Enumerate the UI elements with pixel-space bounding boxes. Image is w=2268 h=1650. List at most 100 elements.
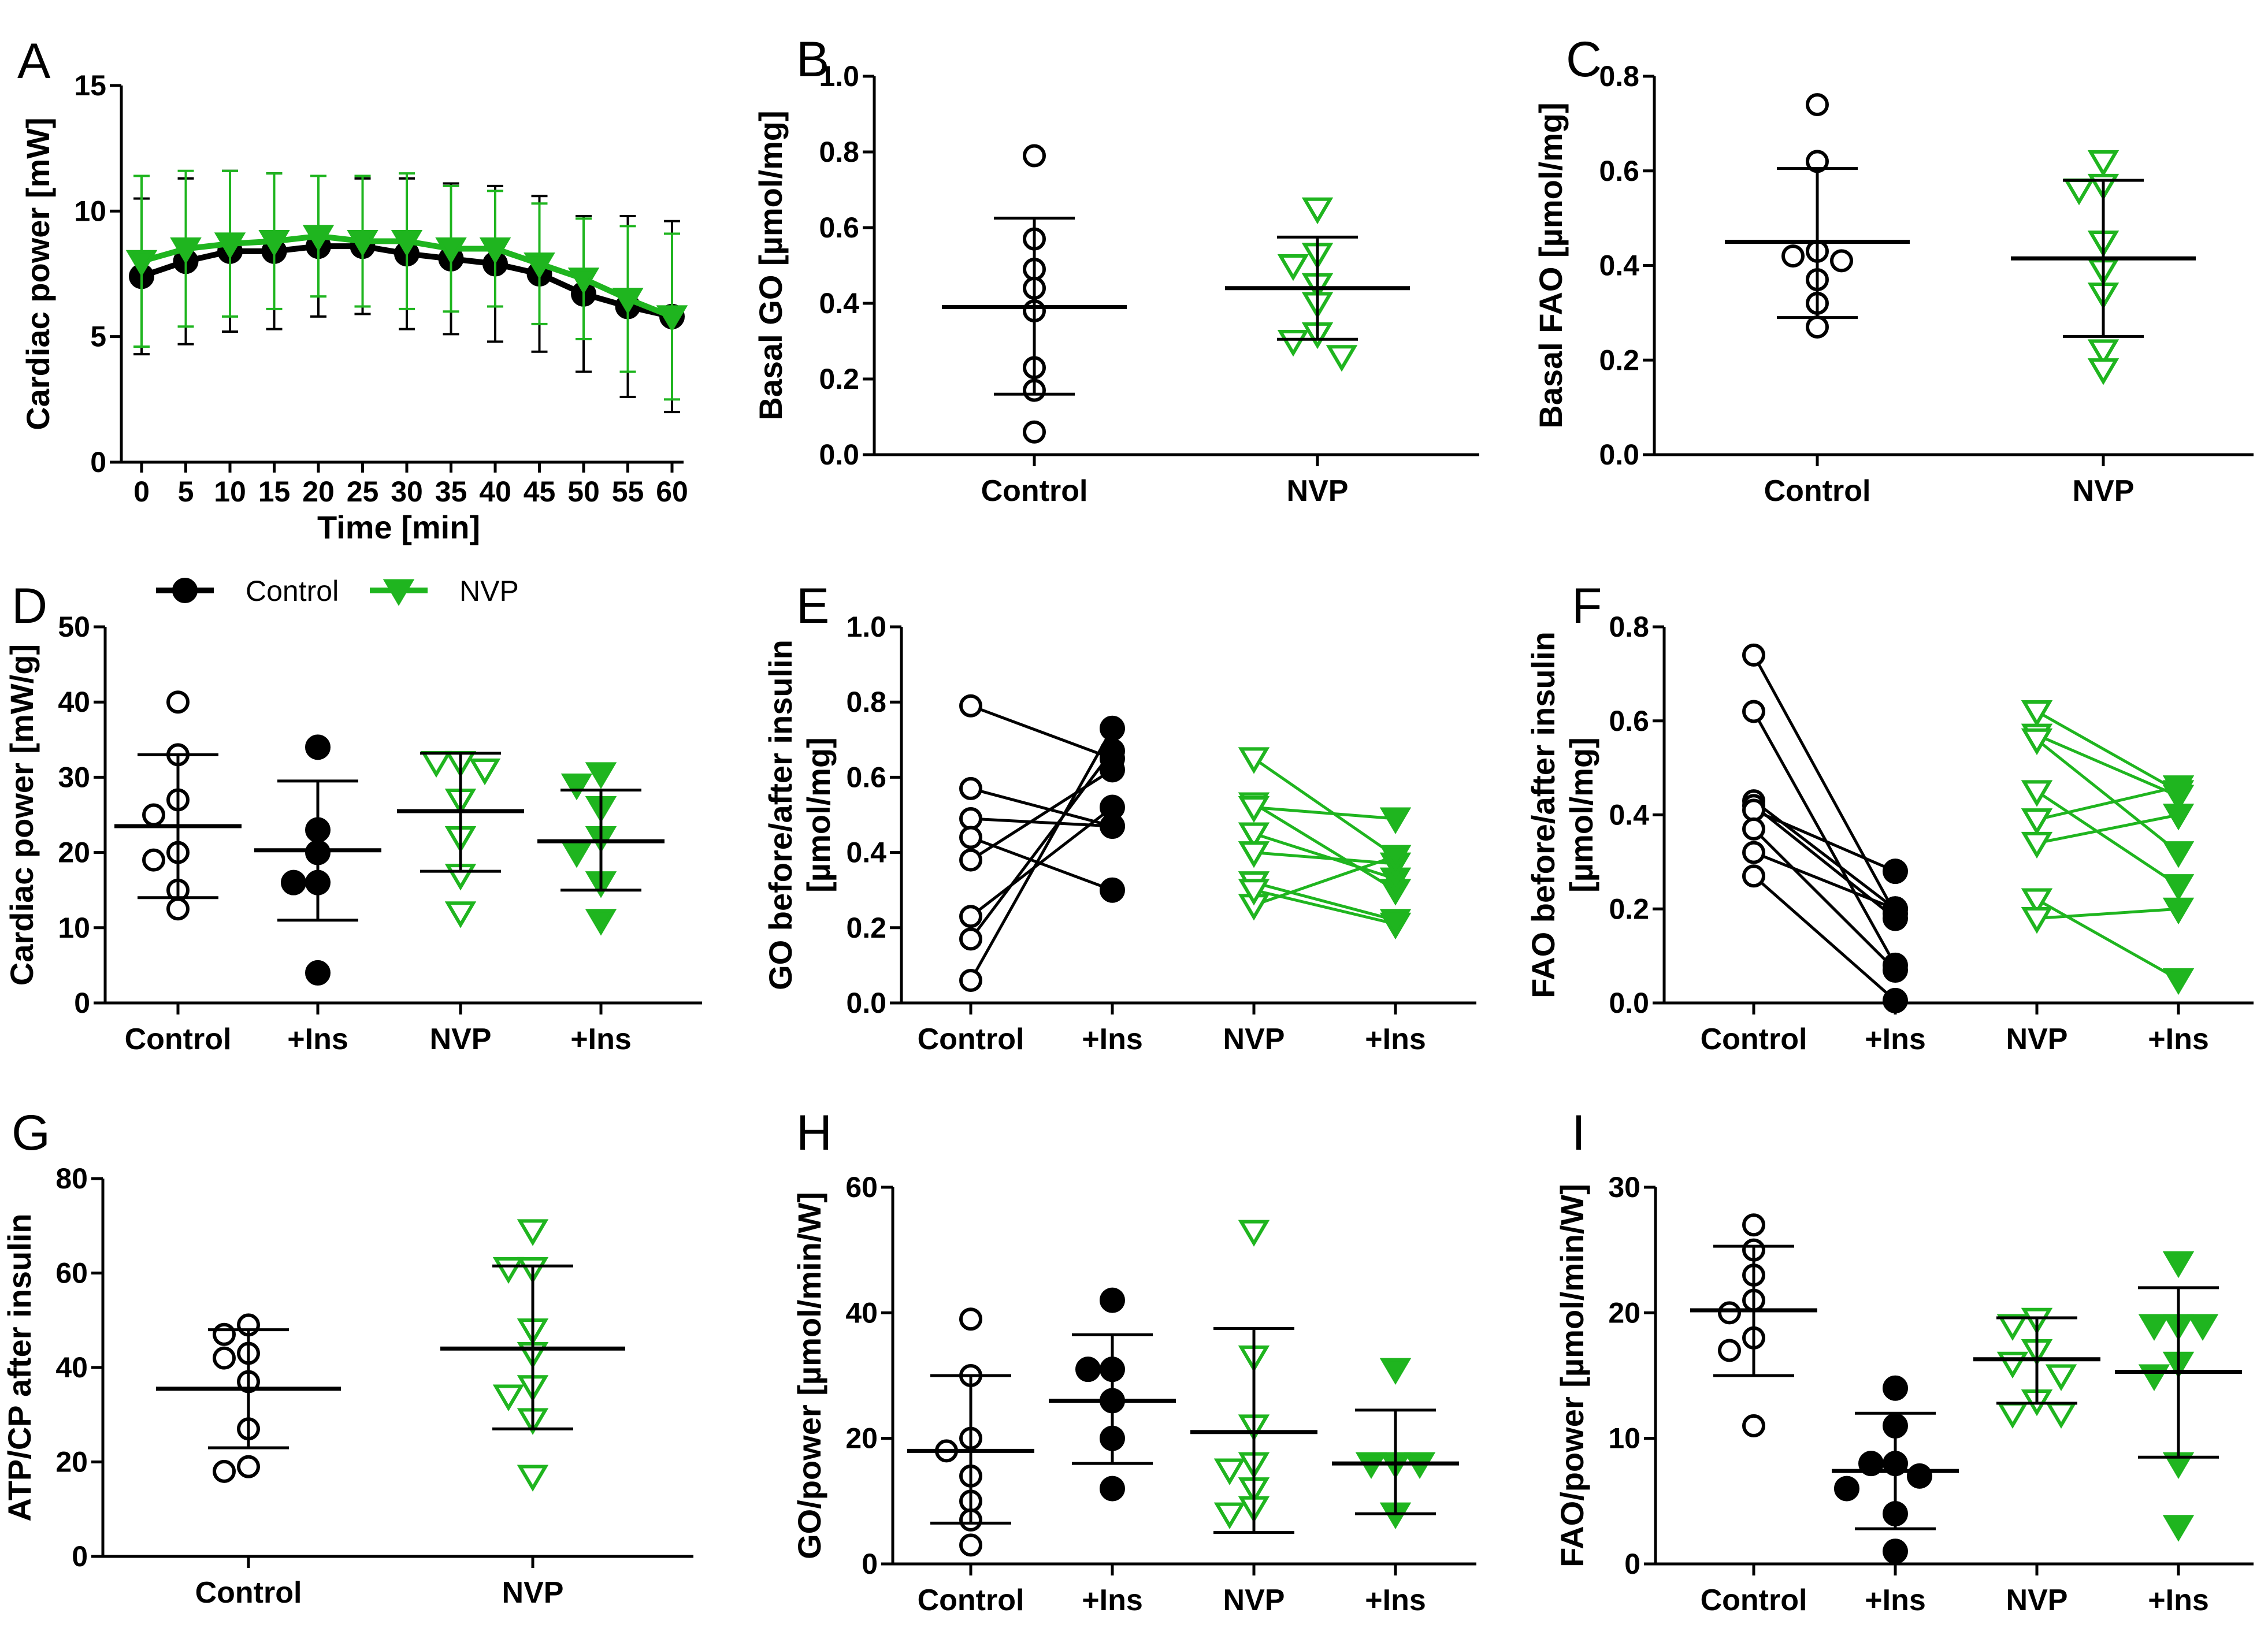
data-point-after <box>1100 877 1125 903</box>
data-point <box>258 229 290 257</box>
panel-letter: E <box>796 578 829 634</box>
pair-line <box>970 704 1113 760</box>
data-point <box>237 1455 260 1478</box>
data-point-after <box>1379 845 1412 872</box>
data-point <box>420 750 452 778</box>
y-tick-label: 30 <box>58 761 90 793</box>
data-point <box>524 252 555 280</box>
y-tick-label: 15 <box>74 69 106 102</box>
y-tick-label: 0.8 <box>819 136 859 168</box>
data-point <box>305 960 331 986</box>
data-point <box>560 841 593 868</box>
y-tick-label: 0 <box>90 446 106 478</box>
data-point <box>1996 1402 2029 1429</box>
panel-b: B 0.0 0.2 0.4 0.6 0.8 1.0 Basal GO [µmol/mg] Con… <box>752 32 1479 508</box>
data-point-before <box>1742 798 1765 822</box>
y-axis-title: GO before/after insulin <box>762 640 799 990</box>
pair-line <box>2036 733 2179 798</box>
pair-line <box>1753 875 1896 1002</box>
y-tick-label: 0.4 <box>1599 250 1639 282</box>
x-tick-label: 30 <box>391 475 423 508</box>
x-tick-label: 35 <box>435 475 467 508</box>
legend-label: Control <box>246 575 339 607</box>
data-point <box>2045 1402 2077 1429</box>
x-tick-label: +Ins <box>2148 1584 2209 1617</box>
pair-line <box>1253 802 1397 891</box>
data-point-before <box>959 927 982 951</box>
y-tick-label: 0.6 <box>846 761 886 793</box>
data-point-after <box>1379 807 1412 834</box>
data-point <box>469 758 501 786</box>
y-tick-label: 40 <box>58 686 90 718</box>
y-axis-title: GO/power [µmol/min/W] <box>791 1192 827 1559</box>
y-tick-label: 0.6 <box>819 211 859 244</box>
data-point-before <box>1742 817 1765 841</box>
data-point <box>612 287 644 315</box>
x-tick-label: Control <box>195 1576 302 1610</box>
y-tick-label: 0 <box>72 1540 88 1573</box>
data-point-before <box>1238 796 1270 823</box>
data-point <box>213 1346 236 1370</box>
data-point <box>305 734 331 760</box>
x-tick-label: 15 <box>258 475 291 508</box>
panel-e: E 0.0 0.2 0.4 0.6 0.8 1.0 GO before/after insul… <box>762 578 1476 1056</box>
data-point <box>213 1322 236 1346</box>
y-tick-label: 0.6 <box>1609 705 1649 737</box>
data-point-before <box>959 826 982 849</box>
pair-line <box>970 750 1113 940</box>
x-tick-label: 0 <box>133 475 150 508</box>
data-point-before <box>959 905 982 928</box>
x-tick-label: NVP <box>1223 1023 1285 1056</box>
data-point-after <box>1100 715 1125 741</box>
data-point <box>142 803 165 827</box>
pair-line <box>1753 800 1896 911</box>
data-point-after <box>2162 775 2195 802</box>
data-point <box>2045 1364 2077 1391</box>
x-tick-label: +Ins <box>287 1023 348 1056</box>
y-tick-label: 60 <box>845 1171 878 1203</box>
panel-letter: H <box>796 1105 832 1161</box>
data-point <box>444 901 477 928</box>
data-point-before <box>2021 728 2053 756</box>
y-axis-title: Basal FAO [µmol/mg] <box>1532 102 1569 428</box>
y-tick-label: 0 <box>1624 1548 1640 1580</box>
data-point-before <box>1742 643 1765 667</box>
data-point <box>1834 1476 1859 1502</box>
data-point-after <box>1100 794 1125 820</box>
data-point <box>1213 1458 1246 1485</box>
data-point <box>125 250 158 277</box>
pair-line <box>1253 805 1396 820</box>
x-tick-label: Control <box>981 474 1088 508</box>
pair-line <box>1253 832 1396 880</box>
data-point-before <box>959 968 982 992</box>
y-tick-label: 1.0 <box>819 60 859 92</box>
data-point <box>585 762 617 789</box>
x-tick-label: +Ins <box>1365 1584 1426 1617</box>
y-tick-label: 50 <box>58 611 90 643</box>
data-point <box>214 232 246 259</box>
x-tick-label: +Ins <box>1865 1023 1926 1056</box>
data-point <box>1806 93 1829 117</box>
data-point-before <box>1238 841 1270 868</box>
panel-letter: A <box>17 34 51 89</box>
data-point <box>567 267 600 295</box>
y-tick-label: 80 <box>55 1162 88 1195</box>
data-point-before <box>2021 700 2053 727</box>
y-axis-title: FAO before/after insulin <box>1525 631 1561 998</box>
data-point <box>2087 358 2119 385</box>
pair-line <box>2036 813 2179 845</box>
data-point <box>391 229 423 257</box>
x-axis-title: Time [min] <box>317 509 480 545</box>
data-point <box>1718 1339 1741 1362</box>
pair-line <box>2036 790 2180 887</box>
data-point <box>1858 1451 1884 1477</box>
y-tick-label: 20 <box>845 1422 878 1455</box>
x-tick-label: +Ins <box>1365 1023 1426 1056</box>
data-point <box>1100 1287 1125 1313</box>
data-point-before <box>2021 831 2053 859</box>
data-point <box>2063 179 2095 206</box>
y-tick-label: 0.2 <box>819 363 859 395</box>
data-point <box>1326 345 1358 372</box>
y-tick-label: 5 <box>90 321 106 353</box>
